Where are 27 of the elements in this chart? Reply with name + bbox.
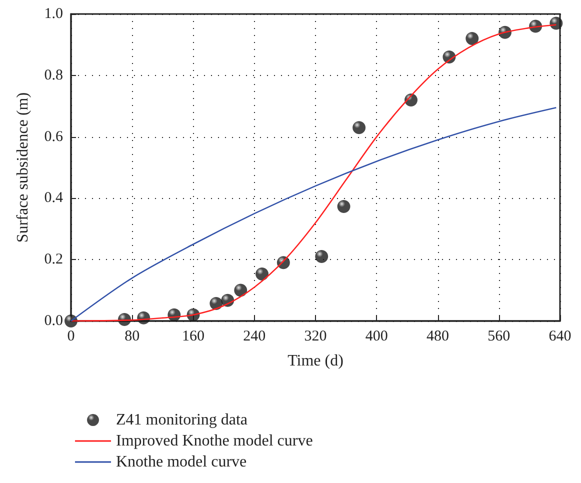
x-tick-label: 640 xyxy=(548,328,572,344)
y-tick-label: 0.0 xyxy=(44,313,63,329)
x-tick-label: 400 xyxy=(365,328,388,344)
y-axis-title: Surface subsidence (m) xyxy=(14,92,32,243)
x-tick-label: 160 xyxy=(182,328,204,344)
x-axis-title: Time (d) xyxy=(288,352,344,370)
point xyxy=(337,200,350,213)
y-tick-label: 0.2 xyxy=(44,252,63,268)
x-tick-label: 80 xyxy=(124,328,140,344)
point xyxy=(352,121,366,134)
point xyxy=(256,268,269,281)
y-tick-label: 1.0 xyxy=(44,6,63,22)
x-tick-label: 240 xyxy=(243,328,266,344)
y-tick-label: 0.6 xyxy=(44,128,64,145)
point xyxy=(466,32,479,46)
point xyxy=(315,250,328,264)
y-tick-label: 0.4 xyxy=(44,190,64,206)
x-tick-label: 480 xyxy=(426,328,449,344)
x-tick-label: 0 xyxy=(67,328,75,344)
legend-label: Z41 monitoring data xyxy=(116,412,248,428)
x-tick-label: 560 xyxy=(488,328,510,344)
y-tick-label: 0.8 xyxy=(44,67,63,84)
x-tick-label: 320 xyxy=(304,328,327,344)
legend-label: Improved Knothe model curve xyxy=(116,432,313,450)
legend-label: Knothe model curve xyxy=(116,454,247,470)
point xyxy=(234,284,248,297)
point xyxy=(550,16,563,30)
